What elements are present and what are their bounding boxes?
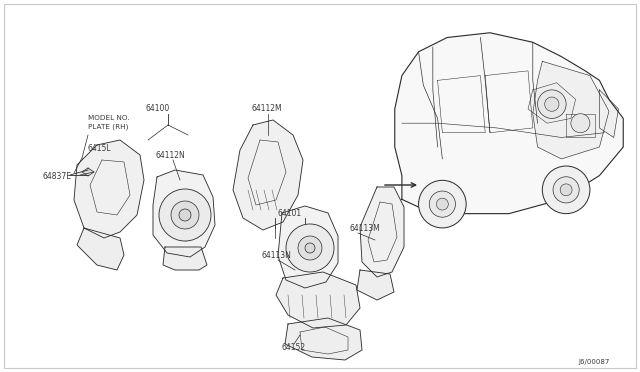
Polygon shape	[74, 140, 144, 238]
Circle shape	[171, 201, 199, 229]
Circle shape	[286, 224, 334, 272]
Text: 64100: 64100	[146, 103, 170, 112]
Circle shape	[571, 114, 590, 133]
Circle shape	[436, 198, 448, 210]
Circle shape	[560, 184, 572, 196]
Text: 64837E: 64837E	[42, 171, 71, 180]
Text: 64112M: 64112M	[252, 103, 283, 112]
Circle shape	[179, 209, 191, 221]
Circle shape	[305, 243, 315, 253]
Text: 64113M: 64113M	[350, 224, 381, 232]
Circle shape	[419, 180, 466, 228]
Text: PLATE (RH): PLATE (RH)	[88, 124, 129, 130]
Polygon shape	[77, 228, 124, 270]
Polygon shape	[528, 83, 575, 123]
Text: 64112N: 64112N	[155, 151, 185, 160]
Polygon shape	[285, 318, 362, 360]
Circle shape	[429, 191, 456, 217]
Polygon shape	[600, 90, 618, 138]
Circle shape	[542, 166, 590, 214]
Polygon shape	[395, 33, 623, 214]
Text: J6/00087: J6/00087	[579, 359, 610, 365]
Circle shape	[159, 189, 211, 241]
Text: 64101: 64101	[278, 208, 302, 218]
Polygon shape	[163, 247, 207, 270]
Polygon shape	[153, 170, 215, 257]
Polygon shape	[276, 272, 360, 328]
Text: 64152: 64152	[282, 343, 306, 353]
Circle shape	[545, 97, 559, 111]
Polygon shape	[357, 270, 394, 300]
Circle shape	[298, 236, 322, 260]
Polygon shape	[566, 114, 595, 138]
Polygon shape	[532, 61, 609, 159]
Polygon shape	[233, 120, 303, 230]
Circle shape	[538, 90, 566, 118]
Polygon shape	[82, 168, 94, 176]
Text: 64113N: 64113N	[262, 250, 292, 260]
Polygon shape	[360, 187, 404, 277]
Circle shape	[553, 177, 579, 203]
Text: 6415L: 6415L	[87, 144, 111, 153]
Polygon shape	[278, 206, 338, 288]
Text: MODEL NO.: MODEL NO.	[88, 115, 129, 121]
